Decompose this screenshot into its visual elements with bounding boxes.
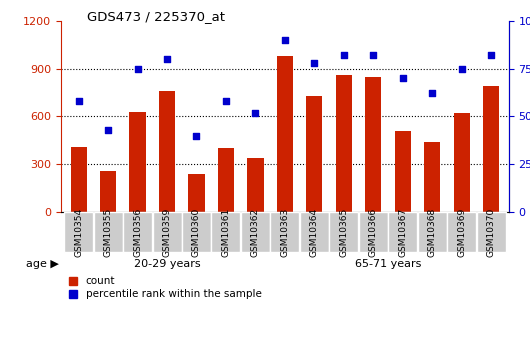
Point: [369, 52, 377, 58]
Bar: [365, 77, 382, 212]
Bar: [483, 86, 499, 212]
Point: [487, 52, 496, 58]
Point: [428, 91, 436, 96]
Bar: [335, 75, 352, 212]
Text: GSM10361: GSM10361: [222, 207, 231, 257]
Bar: [424, 142, 440, 212]
Text: GSM10360: GSM10360: [192, 207, 201, 257]
Point: [134, 66, 142, 71]
Bar: [159, 91, 175, 212]
Point: [310, 60, 319, 66]
Text: GSM10365: GSM10365: [339, 207, 348, 257]
Bar: [218, 148, 234, 212]
Bar: [454, 113, 470, 212]
Legend: count, percentile rank within the sample: count, percentile rank within the sample: [69, 276, 262, 299]
Text: GSM10369: GSM10369: [457, 207, 466, 257]
Point: [192, 133, 201, 138]
Text: GSM10370: GSM10370: [487, 207, 496, 257]
Text: GSM10359: GSM10359: [163, 207, 172, 257]
Text: GSM10367: GSM10367: [398, 207, 407, 257]
Bar: [277, 56, 293, 212]
Point: [74, 98, 83, 104]
Bar: [129, 112, 146, 212]
Point: [163, 56, 171, 62]
Text: GSM10363: GSM10363: [280, 207, 289, 257]
Point: [281, 37, 289, 43]
Point: [222, 98, 230, 104]
Bar: [395, 131, 411, 212]
Text: GSM10366: GSM10366: [369, 207, 378, 257]
Point: [251, 110, 260, 115]
Point: [399, 76, 407, 81]
Text: GSM10364: GSM10364: [310, 207, 319, 257]
Point: [457, 66, 466, 71]
Text: GSM10356: GSM10356: [133, 207, 142, 257]
Text: GSM10362: GSM10362: [251, 207, 260, 257]
Bar: [306, 96, 322, 212]
Bar: [188, 174, 205, 212]
Text: GSM10368: GSM10368: [428, 207, 437, 257]
Point: [104, 127, 112, 132]
Text: age ▶: age ▶: [26, 259, 59, 268]
Point: [340, 52, 348, 58]
Text: 20-29 years: 20-29 years: [134, 259, 200, 268]
Text: GSM10355: GSM10355: [103, 207, 112, 257]
Text: 65-71 years: 65-71 years: [355, 259, 421, 268]
Bar: [248, 158, 263, 212]
Bar: [100, 171, 116, 212]
Text: GSM10354: GSM10354: [74, 207, 83, 257]
Text: GDS473 / 225370_at: GDS473 / 225370_at: [87, 10, 225, 23]
Bar: [70, 147, 87, 212]
